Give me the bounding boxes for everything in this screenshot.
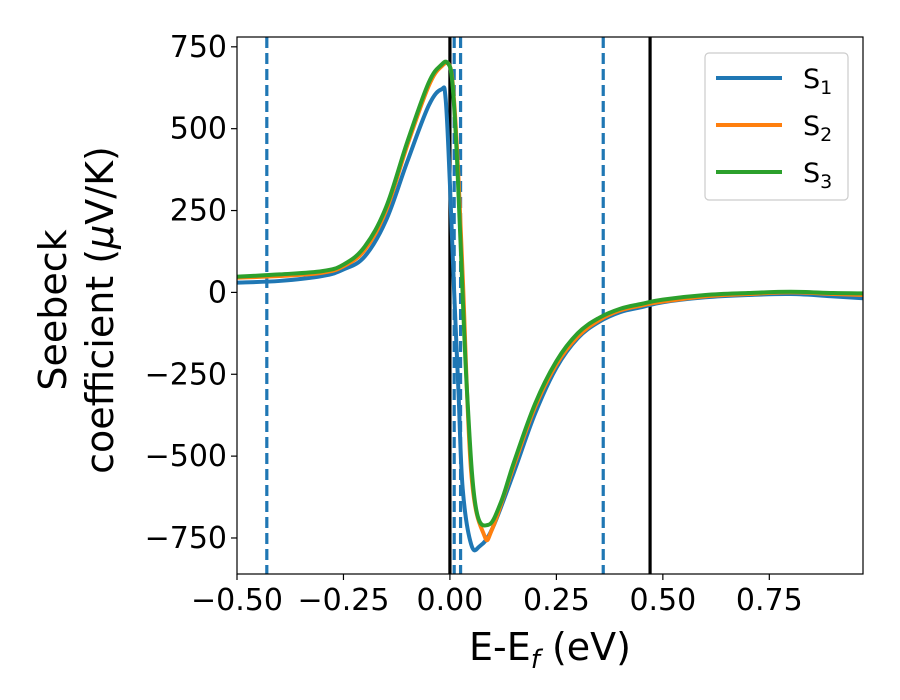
y-tick-label: 0 — [208, 275, 227, 310]
y-tick-label: −750 — [145, 521, 227, 556]
x-tick-label: 0.00 — [417, 583, 484, 618]
y-tick-label: −250 — [145, 357, 227, 392]
y-axis-title-line2-text: coefficient ( — [78, 249, 122, 474]
legend-label-s3: S3 — [803, 158, 832, 193]
x-axis-title: E-Ef (eV) — [469, 625, 631, 675]
series-lines — [237, 59, 863, 553]
y-tick-label: 250 — [170, 194, 227, 229]
series-line-s3 — [237, 59, 863, 528]
x-tick-label: −0.50 — [191, 583, 283, 618]
y-tick-label: 750 — [170, 30, 227, 65]
x-tick-label: 0.25 — [523, 583, 590, 618]
x-axis-title-main: E-E — [469, 625, 531, 669]
x-tick-label: −0.25 — [297, 583, 389, 618]
x-axis-ticks: −0.50 −0.25 0.00 0.25 0.50 0.75 — [191, 574, 803, 618]
y-axis-ticks: 750 500 250 0 −250 −500 −750 — [145, 30, 237, 556]
legend-label-s2: S2 — [803, 111, 832, 146]
y-axis-title-unit: V/K) — [78, 146, 122, 225]
x-tick-label: 0.75 — [736, 583, 803, 618]
plot-frame — [236, 36, 864, 575]
x-tick-label: 0.50 — [629, 583, 696, 618]
x-axis-title-unit: (eV) — [540, 625, 631, 669]
legend-label-s1: S1 — [803, 64, 832, 99]
y-axis-title: Seebeck coefficient (μV/K) — [31, 146, 122, 474]
y-axis-title-line1: Seebeck — [31, 229, 75, 390]
y-axis-title-mu: μ — [78, 225, 122, 250]
y-axis-title-line2: coefficient (μV/K) — [78, 146, 122, 474]
legend: S1 S2 S3 — [704, 52, 849, 201]
y-tick-label: 500 — [170, 112, 227, 147]
y-tick-label: −500 — [145, 439, 227, 474]
reference-lines — [265, 37, 652, 574]
